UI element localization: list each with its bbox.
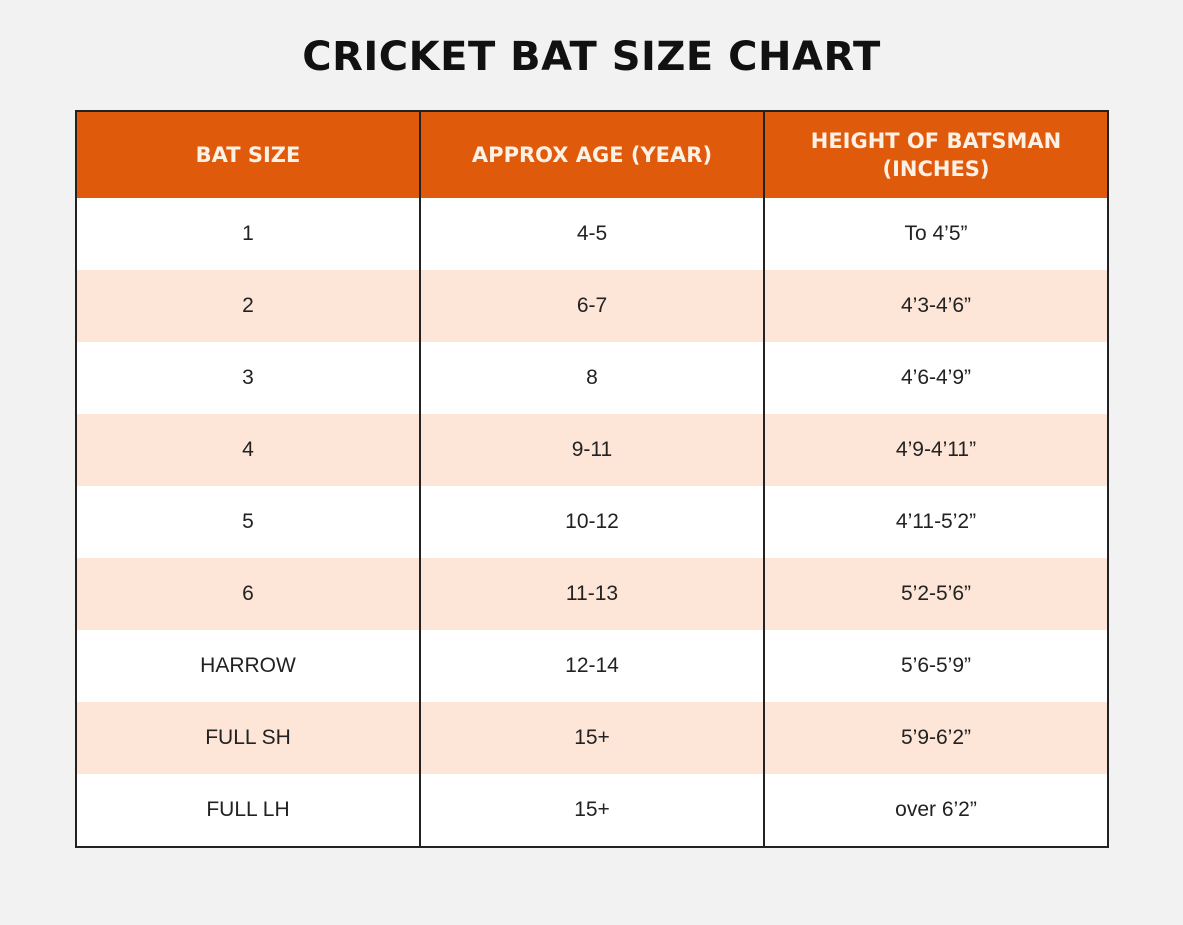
bat-size-cell: FULL SH bbox=[75, 702, 421, 774]
age-cell: 8 bbox=[419, 342, 765, 414]
bat-size-cell: FULL LH bbox=[75, 774, 421, 847]
header-approx-age: APPROX AGE (YEAR) bbox=[419, 111, 765, 198]
height-cell: over 6’2” bbox=[763, 774, 1109, 847]
bat-size-cell: 2 bbox=[75, 270, 421, 342]
table-row: HARROW 12-14 5’6-5’9” bbox=[75, 630, 1109, 702]
bat-size-cell: 5 bbox=[75, 486, 421, 558]
height-cell: 5’9-6’2” bbox=[763, 702, 1109, 774]
table-row: 3 8 4’6-4’9” bbox=[75, 342, 1109, 414]
age-cell: 9-11 bbox=[419, 414, 765, 486]
height-cell: 4’11-5’2” bbox=[763, 486, 1109, 558]
bat-size-cell: 1 bbox=[75, 198, 421, 270]
height-cell: 4’3-4’6” bbox=[763, 270, 1109, 342]
bat-size-cell: HARROW bbox=[75, 630, 421, 702]
height-cell: 5’6-5’9” bbox=[763, 630, 1109, 702]
header-row: BAT SIZE APPROX AGE (YEAR) HEIGHT OF BAT… bbox=[75, 111, 1109, 198]
table-row: 6 11-13 5’2-5’6” bbox=[75, 558, 1109, 630]
bat-size-cell: 3 bbox=[75, 342, 421, 414]
age-cell: 10-12 bbox=[419, 486, 765, 558]
height-cell: 4’9-4’11” bbox=[763, 414, 1109, 486]
table-row: FULL LH 15+ over 6’2” bbox=[75, 774, 1109, 847]
age-cell: 6-7 bbox=[419, 270, 765, 342]
bat-size-cell: 4 bbox=[75, 414, 421, 486]
table-row: 1 4-5 To 4’5” bbox=[75, 198, 1109, 270]
height-cell: 5’2-5’6” bbox=[763, 558, 1109, 630]
table-row: 2 6-7 4’3-4’6” bbox=[75, 270, 1109, 342]
age-cell: 4-5 bbox=[419, 198, 765, 270]
age-cell: 15+ bbox=[419, 702, 765, 774]
height-cell: 4’6-4’9” bbox=[763, 342, 1109, 414]
chart-title: CRICKET BAT SIZE CHART bbox=[302, 34, 881, 80]
age-cell: 12-14 bbox=[419, 630, 765, 702]
header-height: HEIGHT OF BATSMAN (INCHES) bbox=[763, 111, 1109, 198]
age-cell: 15+ bbox=[419, 774, 765, 847]
bat-size-table: BAT SIZE APPROX AGE (YEAR) HEIGHT OF BAT… bbox=[75, 110, 1109, 848]
table-row: 4 9-11 4’9-4’11” bbox=[75, 414, 1109, 486]
table-row: 5 10-12 4’11-5’2” bbox=[75, 486, 1109, 558]
table-row: FULL SH 15+ 5’9-6’2” bbox=[75, 702, 1109, 774]
header-height-text: HEIGHT OF BATSMAN (INCHES) bbox=[810, 129, 1062, 181]
bat-size-cell: 6 bbox=[75, 558, 421, 630]
age-cell: 11-13 bbox=[419, 558, 765, 630]
height-cell: To 4’5” bbox=[763, 198, 1109, 270]
header-bat-size: BAT SIZE bbox=[75, 111, 421, 198]
